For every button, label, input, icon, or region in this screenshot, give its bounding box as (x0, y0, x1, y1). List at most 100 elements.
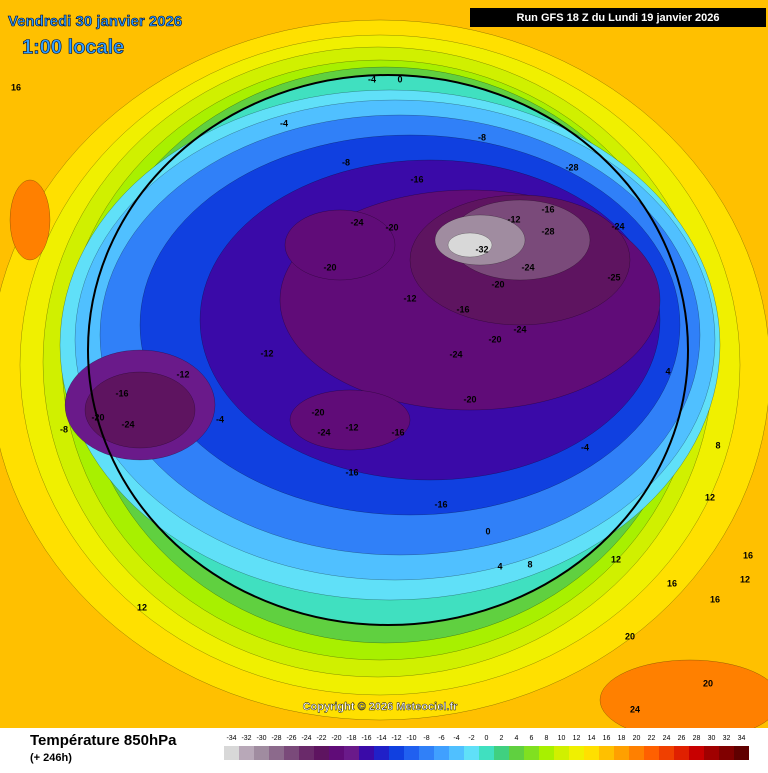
contour-label: -16 (541, 204, 554, 214)
contour-label: 16 (743, 550, 753, 560)
contour-label: -16 (410, 174, 423, 184)
scale-swatch (239, 746, 254, 760)
scale-label: 4 (515, 735, 519, 742)
contour-label: 4 (665, 366, 670, 376)
scale-label: 18 (618, 735, 626, 742)
contour-label: -24 (350, 217, 363, 227)
contour-label: 0 (397, 74, 402, 84)
scale-swatch (719, 746, 734, 760)
scale-swatch (674, 746, 689, 760)
contour-label: 16 (11, 82, 21, 92)
scale-swatch (374, 746, 389, 760)
copyright: Copyright © 2026 Meteociel.fr (303, 701, 459, 713)
scale-swatch (524, 746, 539, 760)
contour-label: -4 (368, 74, 376, 84)
scale-swatch (629, 746, 644, 760)
scale-swatch (314, 746, 329, 760)
scale-label: -4 (453, 735, 459, 742)
scale-label: 20 (633, 735, 641, 742)
contour-label: -20 (91, 412, 104, 422)
contour-label: 12 (611, 554, 621, 564)
contour-label: -16 (456, 304, 469, 314)
scale-swatch (614, 746, 629, 760)
contour-label: 8 (527, 559, 532, 569)
scale-swatch (704, 746, 719, 760)
scale-swatch (419, 746, 434, 760)
scale-label: -12 (391, 735, 401, 742)
scale-label: 26 (678, 735, 686, 742)
contour-label: -20 (311, 407, 324, 417)
contour-label: -8 (60, 424, 68, 434)
run-box (470, 8, 766, 27)
scale-swatch (329, 746, 344, 760)
temperature-area (9, 179, 51, 261)
scale-label: -30 (256, 735, 266, 742)
contour-label: -20 (463, 394, 476, 404)
scale-swatch (284, 746, 299, 760)
run: Run GFS 18 Z du Lundi 19 janvier 2026 (517, 12, 720, 24)
contour-label: -4 (216, 414, 224, 424)
scale-swatch (494, 746, 509, 760)
scale-label: 14 (588, 735, 596, 742)
scale-swatch (659, 746, 674, 760)
temperature-area (284, 209, 396, 281)
scale-swatch (404, 746, 419, 760)
scale-label: 28 (693, 735, 701, 742)
color-scale: -34 -32 -30 -28 -26 -24 -22 -20 -18 -16 -14 -12 -10-… (224, 735, 749, 760)
scale-swatch (359, 746, 374, 760)
contour-label: -24 (521, 262, 534, 272)
scale-label: -18 (346, 735, 356, 742)
contour-label: 16 (667, 578, 677, 588)
contour-label: -16 (391, 427, 404, 437)
scale-swatch (269, 746, 284, 760)
contour-label: 20 (625, 631, 635, 641)
scale-swatch (644, 746, 659, 760)
scale-label: 2 (500, 735, 504, 742)
zero-contour (87, 74, 689, 626)
scale-label: -6 (438, 735, 444, 742)
contour-label: -16 (115, 388, 128, 398)
scale-swatch (734, 746, 749, 760)
scale-label: -34 (226, 735, 236, 742)
contour-label: -28 (565, 162, 578, 172)
scale-label: 8 (545, 735, 549, 742)
contour-label: -24 (121, 419, 134, 429)
date: Vendredi 30 janvier 2026 (8, 13, 182, 30)
contour-label: -20 (491, 279, 504, 289)
scale-label: -32 (241, 735, 251, 742)
scale-swatch (569, 746, 584, 760)
contour-label: -16 (434, 499, 447, 509)
contour-label: 8 (715, 440, 720, 450)
scale-label: 10 (558, 735, 566, 742)
scale-swatch (479, 746, 494, 760)
scale-swatch (344, 746, 359, 760)
contour-label: 12 (137, 602, 147, 612)
scale-label: -26 (286, 735, 296, 742)
scale-label: -20 (331, 735, 341, 742)
contour-label: -24 (449, 349, 462, 359)
scale-label: 16 (603, 735, 611, 742)
time: 1:00 locale (22, 36, 124, 58)
contour-label: -24 (513, 324, 526, 334)
contour-label: -20 (488, 334, 501, 344)
contour-label: 12 (705, 492, 715, 502)
contour-label: -32 (475, 244, 488, 254)
contour-label: -4 (280, 118, 288, 128)
scale-label: -8 (423, 735, 429, 742)
scale-label: -10 (406, 735, 416, 742)
scale-swatch (254, 746, 269, 760)
scale-swatch (299, 746, 314, 760)
contour-label: -8 (342, 157, 350, 167)
temperature-area (84, 371, 196, 449)
scale-label: -2 (468, 735, 474, 742)
contour-label: 12 (740, 574, 750, 584)
scale-label: 32 (723, 735, 731, 742)
contour-label: 24 (630, 704, 640, 714)
scale-swatch (599, 746, 614, 760)
contour-label: 20 (703, 678, 713, 688)
scale-label: 24 (663, 735, 671, 742)
scale-label: 34 (738, 735, 746, 742)
contour-label: 16 (710, 594, 720, 604)
scale-label: -16 (361, 735, 371, 742)
